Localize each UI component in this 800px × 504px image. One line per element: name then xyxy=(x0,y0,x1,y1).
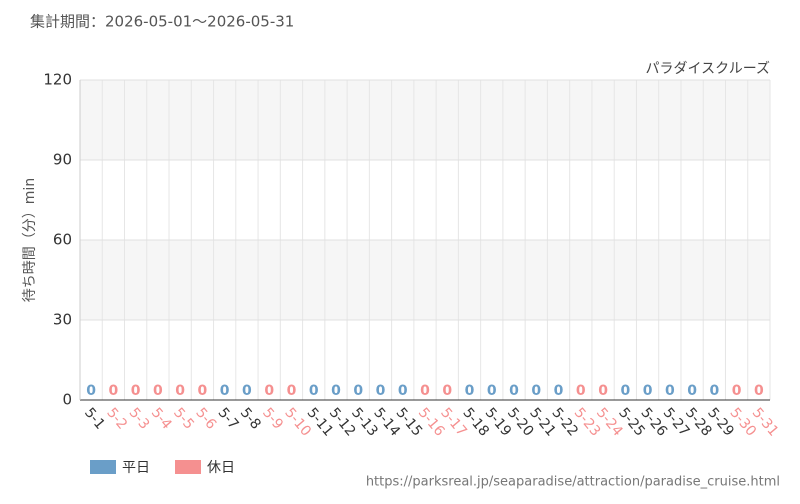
x-tick-label: 5-3 xyxy=(126,405,153,433)
x-tick-label: 5-6 xyxy=(192,405,219,433)
legend-label: 休日 xyxy=(207,460,235,476)
value-label: 0 xyxy=(220,383,230,399)
source-url: https://parksreal.jp/seaparadise/attract… xyxy=(366,475,780,490)
value-label: 0 xyxy=(465,383,475,399)
value-label: 0 xyxy=(153,383,163,399)
value-label: 0 xyxy=(376,383,386,399)
x-tick-label: 5-9 xyxy=(259,405,286,433)
y-tick-label: 30 xyxy=(53,311,72,329)
value-label: 0 xyxy=(442,383,452,399)
y-axis-label: 待ち時間（分）min xyxy=(22,178,38,302)
legend-swatch xyxy=(175,460,201,474)
x-tick-label: 5-5 xyxy=(170,405,197,433)
value-label: 0 xyxy=(175,383,185,399)
grid-band xyxy=(80,240,770,320)
value-label: 0 xyxy=(287,383,297,399)
value-label: 0 xyxy=(264,383,274,399)
value-label: 0 xyxy=(109,383,119,399)
y-tick-label: 90 xyxy=(53,151,72,169)
chart-title: パラダイスクルーズ xyxy=(646,61,770,77)
x-tick-label: 5-4 xyxy=(148,405,175,433)
value-label: 0 xyxy=(86,383,96,399)
value-label: 0 xyxy=(687,383,697,399)
value-label: 0 xyxy=(754,383,764,399)
legend-swatch xyxy=(90,460,116,474)
value-label: 0 xyxy=(353,383,363,399)
value-label: 0 xyxy=(509,383,519,399)
legend-label: 平日 xyxy=(122,460,150,476)
x-tick-label: 5-1 xyxy=(81,405,108,433)
value-label: 0 xyxy=(732,383,742,399)
chart-subtitle: 集計期間：2026-05-01〜2026-05-31 xyxy=(30,13,294,31)
value-label: 0 xyxy=(309,383,319,399)
x-tick-label: 5-7 xyxy=(215,405,242,433)
y-tick-label: 60 xyxy=(53,231,72,249)
value-label: 0 xyxy=(131,383,141,399)
value-label: 0 xyxy=(198,383,208,399)
grid-band xyxy=(80,80,770,160)
x-tick-label: 5-8 xyxy=(237,405,264,433)
x-tick-label: 5-2 xyxy=(103,405,130,433)
value-label: 0 xyxy=(709,383,719,399)
value-label: 0 xyxy=(576,383,586,399)
value-label: 0 xyxy=(398,383,408,399)
value-label: 0 xyxy=(420,383,430,399)
value-label: 0 xyxy=(531,383,541,399)
value-label: 0 xyxy=(620,383,630,399)
value-label: 0 xyxy=(554,383,564,399)
value-label: 0 xyxy=(598,383,608,399)
value-label: 0 xyxy=(643,383,653,399)
y-tick-label: 0 xyxy=(62,391,72,409)
value-label: 0 xyxy=(242,383,252,399)
value-label: 0 xyxy=(665,383,675,399)
value-label: 0 xyxy=(487,383,497,399)
value-label: 0 xyxy=(331,383,341,399)
y-tick-label: 120 xyxy=(43,71,72,89)
